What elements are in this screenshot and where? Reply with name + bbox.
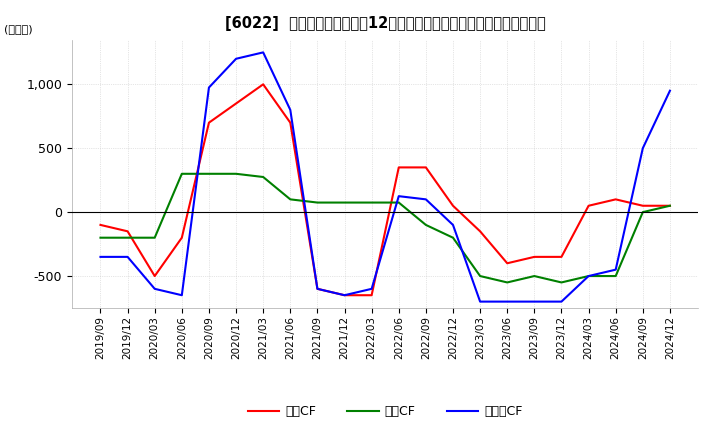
投資CF [367,200,376,205]
Title: [6022]  キャッシュフローの12か月移動合計の対前年同期増減額の推移: [6022] キャッシュフローの12か月移動合計の対前年同期増減額の推移 [225,16,546,32]
フリーCF [123,254,132,260]
フリーCF [367,286,376,291]
投資CF [639,209,647,215]
投資CF [530,273,539,279]
営業CF [178,235,186,240]
フリーCF [96,254,105,260]
営業CF [232,101,240,106]
フリーCF [476,299,485,304]
投資CF [341,200,349,205]
営業CF [503,260,511,266]
営業CF [286,120,294,125]
フリーCF [259,50,268,55]
営業CF [96,222,105,227]
フリーCF [503,299,511,304]
営業CF [665,203,674,209]
営業CF [395,165,403,170]
営業CF [557,254,566,260]
フリーCF [639,146,647,151]
投資CF [449,235,457,240]
Y-axis label: (百万円): (百万円) [4,24,33,34]
営業CF [611,197,620,202]
営業CF [259,82,268,87]
営業CF [150,273,159,279]
投資CF [259,174,268,180]
投資CF [503,280,511,285]
フリーCF [150,286,159,291]
営業CF [421,165,430,170]
営業CF [530,254,539,260]
フリーCF [204,85,213,90]
Legend: 営業CF, 投資CF, フリーCF: 営業CF, 投資CF, フリーCF [243,400,528,423]
フリーCF [395,194,403,199]
投資CF [611,273,620,279]
営業CF [449,203,457,209]
フリーCF [557,299,566,304]
フリーCF [611,267,620,272]
投資CF [584,273,593,279]
投資CF [313,200,322,205]
営業CF [313,286,322,291]
営業CF [476,229,485,234]
営業CF [639,203,647,209]
営業CF [584,203,593,209]
Line: 投資CF: 投資CF [101,174,670,282]
フリーCF [421,197,430,202]
投資CF [286,197,294,202]
Line: フリーCF: フリーCF [101,52,670,301]
投資CF [232,171,240,176]
投資CF [96,235,105,240]
Line: 営業CF: 営業CF [101,84,670,295]
営業CF [204,120,213,125]
投資CF [150,235,159,240]
営業CF [367,293,376,298]
フリーCF [530,299,539,304]
投資CF [476,273,485,279]
投資CF [395,200,403,205]
投資CF [204,171,213,176]
フリーCF [178,293,186,298]
営業CF [123,229,132,234]
フリーCF [232,56,240,62]
投資CF [123,235,132,240]
投資CF [421,222,430,227]
フリーCF [341,293,349,298]
営業CF [341,293,349,298]
投資CF [178,171,186,176]
フリーCF [286,107,294,113]
フリーCF [584,273,593,279]
フリーCF [449,222,457,227]
投資CF [557,280,566,285]
フリーCF [313,286,322,291]
フリーCF [665,88,674,93]
投資CF [665,203,674,209]
